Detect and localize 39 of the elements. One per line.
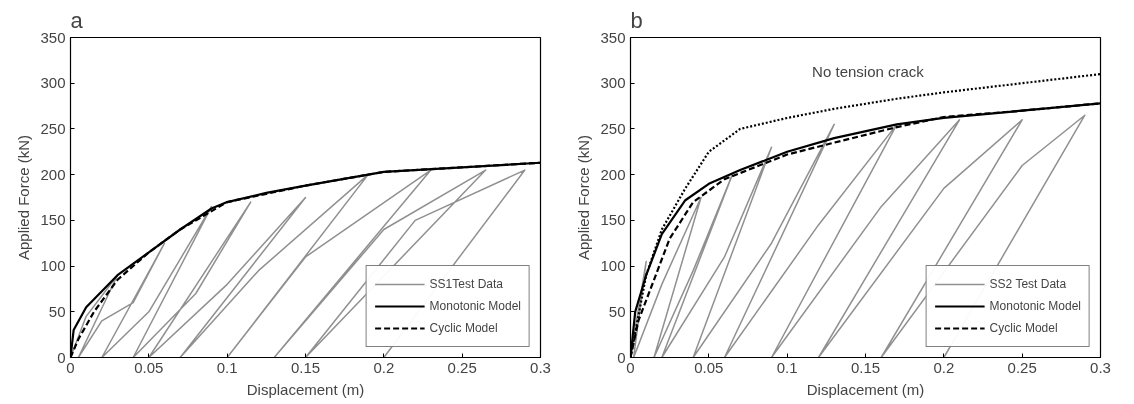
y-tick-label: 200 [40, 165, 66, 183]
y-tick-label: 200 [600, 165, 626, 183]
x-tick-label: 0.25 [1007, 358, 1037, 376]
y-tick-label: 150 [600, 211, 626, 229]
y-tick-label: 300 [600, 74, 626, 92]
y-tick-label: 350 [40, 28, 66, 46]
x-tick-label: 0.3 [530, 358, 551, 376]
x-tick-label: 0.1 [216, 358, 238, 376]
y-axis-title: Applied Force (kN) [575, 134, 593, 261]
legend-label: SS2 Test Data [989, 277, 1067, 291]
legend-label: Monotonic Model [989, 299, 1081, 313]
y-tick-label: 50 [48, 302, 66, 320]
y-tick-label: 100 [600, 257, 626, 275]
y-tick-label: 350 [600, 28, 626, 46]
x-tick-label: 0.1 [776, 358, 798, 376]
y-tick-label: 250 [600, 119, 626, 137]
x-tick-label: 0.2 [373, 358, 395, 376]
y-tick-label: 300 [40, 74, 66, 92]
x-tick-label: 0.15 [850, 358, 881, 376]
x-tick-label: 0.15 [290, 358, 321, 376]
y-tick-label: 150 [40, 211, 66, 229]
x-tick-label: 0.3 [1090, 358, 1111, 376]
legend-label: SS1Test Data [429, 277, 503, 291]
y-axis-title: Applied Force (kN) [15, 134, 33, 261]
x-axis-title: Displacement (m) [246, 380, 365, 398]
x-axis-title: Displacement (m) [806, 380, 925, 398]
x-tick-label: 0.2 [933, 358, 955, 376]
x-tick-label: 0.25 [447, 358, 477, 376]
chart-title: b [630, 7, 643, 33]
y-tick-label: 100 [40, 257, 66, 275]
y-tick-label: 250 [40, 119, 66, 137]
x-tick-label: 0.05 [694, 358, 724, 376]
annotation: No tension crack [812, 63, 925, 81]
legend-label: Monotonic Model [429, 299, 521, 313]
x-tick-label: 0.05 [134, 358, 164, 376]
y-tick-label: 50 [608, 302, 626, 320]
chart-title: a [70, 7, 84, 33]
legend-label: Cyclic Model [989, 321, 1058, 335]
legend-label: Cyclic Model [429, 321, 498, 335]
